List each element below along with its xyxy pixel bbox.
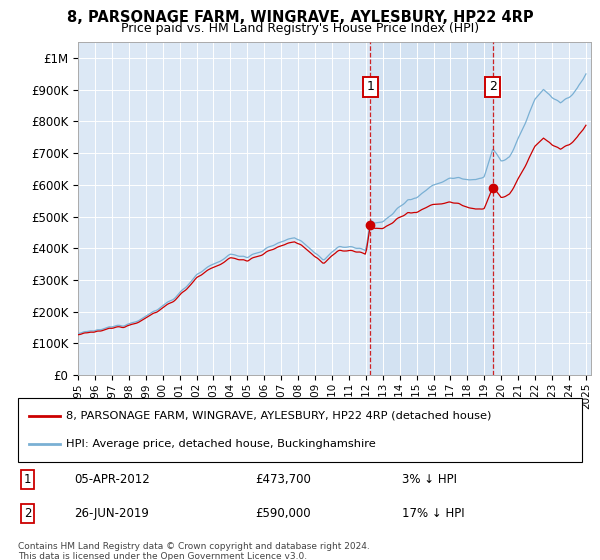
Text: £473,700: £473,700 <box>255 473 311 486</box>
Text: 2: 2 <box>489 81 497 94</box>
Text: Contains HM Land Registry data © Crown copyright and database right 2024.
This d: Contains HM Land Registry data © Crown c… <box>18 542 370 560</box>
Text: 8, PARSONAGE FARM, WINGRAVE, AYLESBURY, HP22 4RP: 8, PARSONAGE FARM, WINGRAVE, AYLESBURY, … <box>67 10 533 25</box>
Text: 8, PARSONAGE FARM, WINGRAVE, AYLESBURY, HP22 4RP (detached house): 8, PARSONAGE FARM, WINGRAVE, AYLESBURY, … <box>66 410 491 421</box>
Text: 1: 1 <box>367 81 374 94</box>
Text: HPI: Average price, detached house, Buckinghamshire: HPI: Average price, detached house, Buck… <box>66 439 376 449</box>
Text: 1: 1 <box>23 473 31 486</box>
Text: Price paid vs. HM Land Registry's House Price Index (HPI): Price paid vs. HM Land Registry's House … <box>121 22 479 35</box>
FancyBboxPatch shape <box>18 398 582 462</box>
Text: 3% ↓ HPI: 3% ↓ HPI <box>401 473 457 486</box>
Text: 2: 2 <box>23 507 31 520</box>
Text: 17% ↓ HPI: 17% ↓ HPI <box>401 507 464 520</box>
Text: 26-JUN-2019: 26-JUN-2019 <box>74 507 149 520</box>
Text: £590,000: £590,000 <box>255 507 311 520</box>
Text: 05-APR-2012: 05-APR-2012 <box>74 473 150 486</box>
